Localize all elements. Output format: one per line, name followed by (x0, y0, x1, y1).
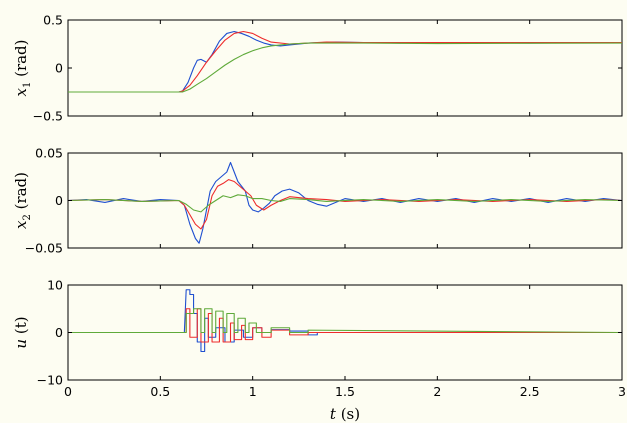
series-line-blue (68, 289, 622, 353)
x-tick-label: 1.5 (335, 384, 355, 399)
series-line-blue (68, 30, 623, 93)
series-line-red (67, 179, 623, 230)
x-tick-label: 2.5 (520, 384, 540, 399)
y-tick-label: −0.5 (33, 109, 63, 124)
y-tick-label: 0 (55, 193, 63, 208)
y-tick-label: 0.05 (35, 146, 63, 161)
x-axis-label: t (s) (330, 405, 360, 423)
x-tick-label: 1 (249, 384, 257, 399)
panel-x2: 0.05 0 −0.05 x2 (rad) (12, 146, 623, 256)
y-axis-label: x2 (rad) (12, 172, 33, 229)
y-tick-label: 10 (47, 278, 63, 293)
y-tick-label: −0.05 (25, 241, 63, 256)
y-tick-label: −10 (37, 373, 63, 388)
y-tick-label: 0 (55, 325, 63, 340)
x-tick-label: 3 (618, 384, 626, 399)
series-line-red (68, 30, 622, 93)
y-tick-label: 0.5 (43, 13, 63, 28)
series-line-red (68, 308, 622, 343)
y-tick-label: 0 (55, 61, 63, 76)
series-line-green (68, 308, 623, 334)
series-line-green (67, 194, 623, 213)
y-axis-label: x1 (rad) (12, 39, 33, 96)
plot-frame (67, 19, 623, 117)
series-line-green (68, 42, 623, 93)
x-tick-label: 0.5 (150, 384, 170, 399)
y-axis-label: u (t) (12, 316, 30, 348)
x-tick-label: 0 (64, 384, 72, 399)
x-tick-label: 2 (433, 384, 441, 399)
series-line-blue (67, 161, 623, 244)
panel-x1: 0.5 0 −0.5x1 (rad) (12, 13, 623, 124)
